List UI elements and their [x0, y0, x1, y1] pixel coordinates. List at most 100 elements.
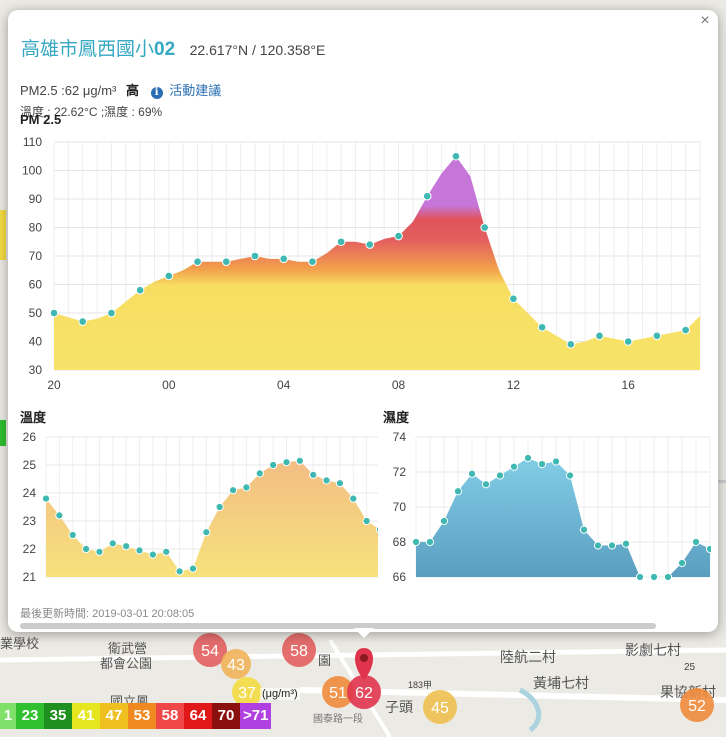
- temp-data-point[interactable]: [41, 494, 51, 503]
- humidity-data-point[interactable]: [579, 525, 589, 534]
- temp-data-point[interactable]: [108, 539, 117, 548]
- station-name: 高雄市鳳西國小02: [21, 39, 176, 60]
- humidity-data-point[interactable]: [691, 537, 701, 547]
- pm25-data-point[interactable]: [365, 240, 375, 249]
- aqi-marker[interactable]: 43: [221, 649, 251, 679]
- humidity-data-point[interactable]: [523, 453, 533, 463]
- pm25-data-point[interactable]: [336, 237, 346, 247]
- pm25-data-point[interactable]: [250, 251, 260, 261]
- pm25-data-point[interactable]: [49, 308, 59, 318]
- aqi-legend: 1 23 35 41 47 53 58 64 70 >71: [0, 703, 272, 729]
- pm25-data-point[interactable]: [681, 325, 690, 335]
- temp-data-point[interactable]: [162, 547, 171, 556]
- map-markers[interactable]: 54 43 58 37 51 62 45 52: [193, 633, 714, 724]
- pm25-data-point[interactable]: [78, 317, 88, 326]
- pm25-data-point[interactable]: [422, 191, 432, 201]
- y-tick-label: 26: [23, 430, 37, 444]
- temp-data-point[interactable]: [122, 542, 131, 551]
- temp-data-point[interactable]: [322, 476, 331, 485]
- temp-data-point[interactable]: [362, 516, 371, 526]
- temp-data-point[interactable]: [349, 494, 358, 503]
- place-label: 園: [318, 653, 331, 668]
- humidity-data-point[interactable]: [439, 516, 449, 526]
- info-icon[interactable]: i: [150, 87, 163, 99]
- pm25-data-point[interactable]: [221, 257, 231, 266]
- temp-data-point[interactable]: [95, 547, 104, 556]
- pm25-data-point[interactable]: [595, 331, 604, 341]
- temp-data-point[interactable]: [81, 544, 91, 554]
- humidity-data-point[interactable]: [425, 537, 435, 547]
- pm25-data-point[interactable]: [394, 231, 403, 241]
- pm25-data-point[interactable]: [107, 308, 116, 318]
- humidity-chart-title: 濕度: [383, 410, 410, 425]
- temp-data-point[interactable]: [68, 530, 77, 540]
- temp-data-point[interactable]: [255, 469, 264, 478]
- humidity-data-point[interactable]: [495, 471, 505, 480]
- humidity-data-point[interactable]: [509, 462, 519, 471]
- pm25-data-point[interactable]: [480, 223, 489, 232]
- aqi-marker[interactable]: 58: [282, 633, 316, 667]
- pm25-data-point[interactable]: [308, 257, 317, 266]
- humidity-data-point[interactable]: [467, 469, 477, 478]
- humidity-data-point[interactable]: [537, 460, 547, 469]
- temp-data-point[interactable]: [282, 458, 291, 467]
- place-label: 國泰路一段: [313, 712, 363, 725]
- y-tick-label: 50: [29, 306, 43, 320]
- temp-data-point[interactable]: [242, 483, 251, 492]
- pm25-data-point[interactable]: [279, 254, 288, 264]
- humidity-data-point[interactable]: [565, 471, 575, 480]
- legend-item: 47: [100, 703, 128, 729]
- pm25-data-point[interactable]: [135, 285, 145, 295]
- horizontal-scrollbar[interactable]: [20, 623, 656, 629]
- temp-data-point[interactable]: [375, 525, 378, 533]
- humidity-data-point[interactable]: [453, 487, 463, 496]
- humidity-data-point[interactable]: [551, 457, 561, 466]
- temp-data-point[interactable]: [188, 564, 198, 573]
- location-pin-icon[interactable]: [355, 648, 373, 680]
- temp-data-point[interactable]: [175, 567, 184, 576]
- humidity-data-point[interactable]: [481, 480, 491, 489]
- humidity-data-point[interactable]: [621, 539, 631, 548]
- humidity-data-point[interactable]: [677, 558, 687, 568]
- aqi-marker[interactable]: 52: [680, 688, 714, 722]
- humidity-data-point[interactable]: [663, 572, 673, 582]
- pm25-data-point[interactable]: [566, 340, 576, 349]
- temp-data-point[interactable]: [55, 511, 64, 520]
- aqi-marker[interactable]: 62: [347, 675, 381, 709]
- temp-data-point[interactable]: [269, 460, 278, 470]
- pm25-data-point[interactable]: [193, 257, 202, 266]
- legend-item: >71: [240, 703, 272, 729]
- aqi-marker[interactable]: 51: [322, 676, 354, 708]
- pm25-data-point[interactable]: [509, 294, 518, 304]
- humidity-data-point[interactable]: [705, 544, 711, 554]
- y-tick-label: 100: [22, 164, 42, 178]
- temp-data-point[interactable]: [228, 486, 238, 495]
- temp-data-point[interactable]: [202, 528, 211, 537]
- aqi-marker-value: 37: [238, 685, 256, 702]
- humidity-data-point[interactable]: [411, 537, 421, 547]
- humidity-data-point[interactable]: [649, 572, 659, 582]
- close-icon[interactable]: ×: [700, 12, 710, 29]
- pm25-data-point[interactable]: [623, 337, 633, 346]
- x-tick-label: 08: [392, 378, 406, 392]
- temp-data-point[interactable]: [335, 479, 345, 488]
- pm25-data-point[interactable]: [652, 331, 662, 341]
- temp-data-point[interactable]: [148, 550, 157, 559]
- pm25-chart-title: PM 2.5: [20, 112, 62, 127]
- temp-data-point[interactable]: [135, 546, 144, 555]
- pm25-data-point[interactable]: [537, 322, 547, 332]
- humidity-data-point[interactable]: [607, 541, 617, 550]
- aqi-marker[interactable]: 54: [193, 633, 227, 667]
- temp-data-point[interactable]: [309, 470, 318, 479]
- aqi-marker-value: 43: [227, 657, 245, 674]
- temp-data-point[interactable]: [215, 502, 224, 512]
- humidity-data-point[interactable]: [635, 572, 645, 582]
- y-tick-label: 40: [29, 335, 43, 349]
- aqi-marker[interactable]: 45: [423, 690, 457, 724]
- pm25-data-point[interactable]: [164, 271, 174, 281]
- aqi-marker[interactable]: 37: [232, 677, 262, 707]
- activity-advice-link[interactable]: 活動建議: [169, 83, 222, 98]
- temp-data-point[interactable]: [295, 456, 304, 465]
- pm25-data-point[interactable]: [451, 151, 461, 161]
- humidity-data-point[interactable]: [593, 541, 603, 550]
